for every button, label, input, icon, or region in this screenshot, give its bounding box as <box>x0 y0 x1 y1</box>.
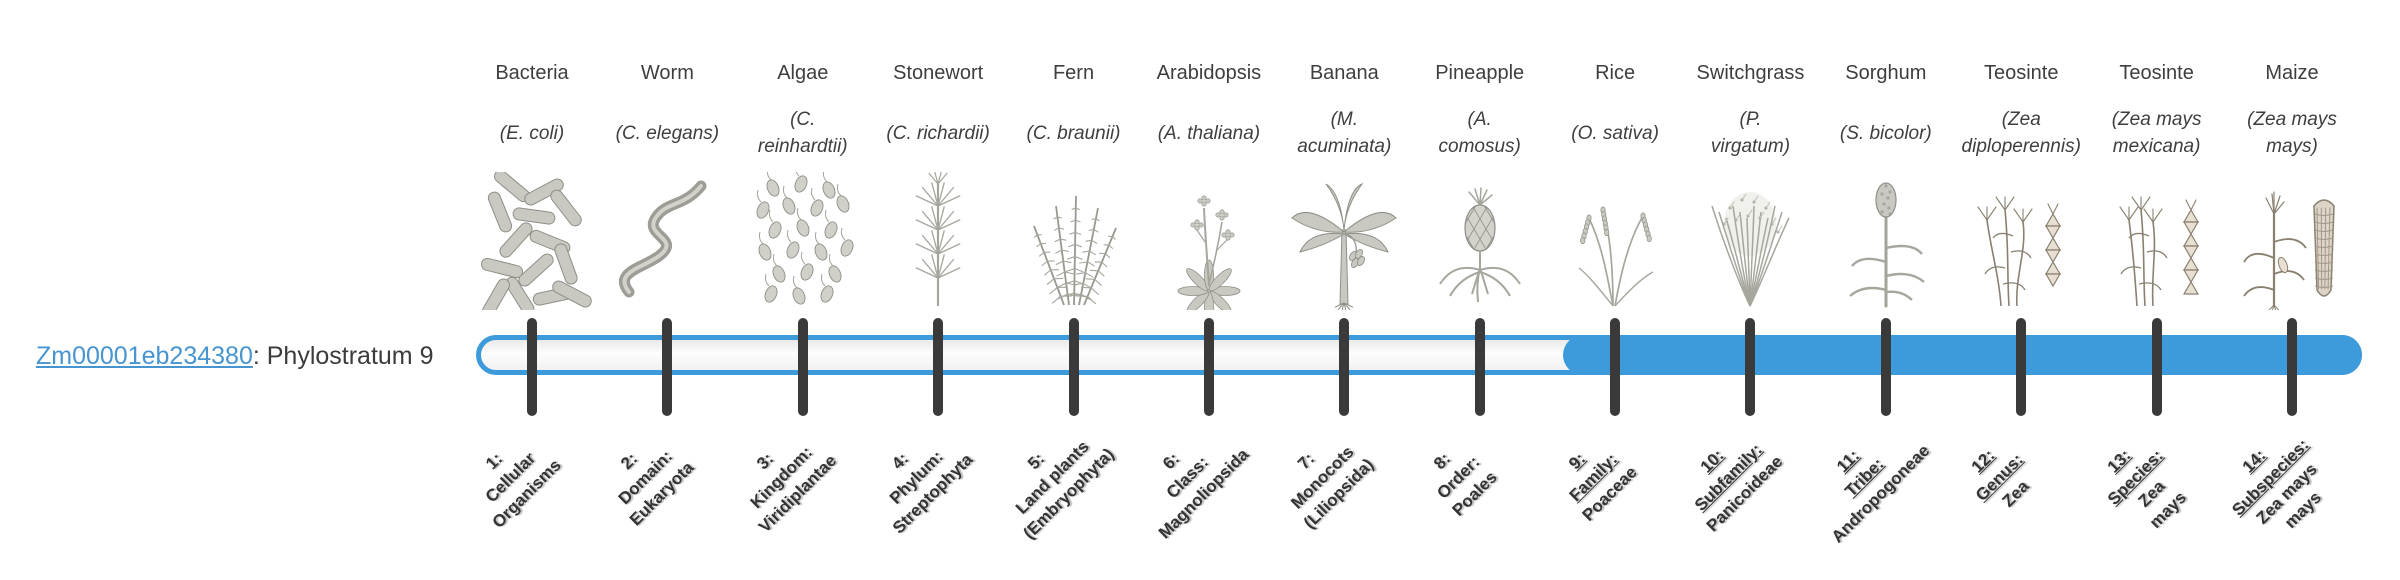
organism-scientific-name: (C. braunii) <box>1026 122 1121 144</box>
worm-icon <box>592 170 742 310</box>
stratum-label: 8: Order: Poales <box>1429 449 1501 520</box>
stratum-tick <box>797 318 808 416</box>
organism-scientific-name: (C. elegans) <box>615 122 720 144</box>
organism-name: Maize <box>2265 62 2319 84</box>
organism-column: Algae (C. reinhardtii) 3: Kingdom: Viridip… <box>728 0 878 580</box>
stratum-tick <box>1880 318 1891 416</box>
stratum-label: 4: Phylum: Streptophyta <box>886 447 977 538</box>
stratum-label: 3: Kingdom: Viridiplantae <box>746 442 841 537</box>
stratum-label: 6: Class: Magnoliopsida <box>1154 444 1253 543</box>
organism-scientific-name: (C. richardii) <box>886 122 990 144</box>
organism-scientific-name: (Zea diploperennis) <box>1961 109 2081 157</box>
stratum-label[interactable]: 9: Family: Poaceae <box>1565 449 1641 525</box>
organism-scientific-name: (A. comosus) <box>1438 109 1521 157</box>
organism-name: Pineapple <box>1435 62 1525 84</box>
organism-column: Rice (O. sativa) 9: Family: Poaceae <box>1540 0 1690 580</box>
stratum-label[interactable]: 10: Subfamily: Panicoideae <box>1691 439 1787 536</box>
organism-name: Stonewort <box>893 62 984 84</box>
organism-scientific-name: (E. coli) <box>499 122 565 144</box>
organism-name: Sorghum <box>1845 62 1927 84</box>
stratum-label[interactable]: 13: Species: Zea mays <box>2103 445 2190 533</box>
organism-column: Sorghum (S. bicolor) 11: Tribe: Andropogon… <box>1811 0 1961 580</box>
stratum-label: 5: Land plants (Embryophyta) <box>1011 436 1118 543</box>
bacteria-icon <box>457 170 607 310</box>
organism-name: Teosinte <box>2119 62 2194 84</box>
maize-icon <box>2217 170 2367 310</box>
organism-name: Fern <box>1052 62 1095 84</box>
stratum-tick <box>2151 318 2162 416</box>
organism-name: Bacteria <box>495 62 569 84</box>
stratum-tick <box>1068 318 1079 416</box>
stonewort-icon <box>863 170 1013 310</box>
organism-column: Pineapple (A. comosus) 8: Order: Poales <box>1405 0 1555 580</box>
stratum-label[interactable]: 11: Tribe: Andropogoneae <box>1827 440 1934 547</box>
stratum-tick <box>933 318 944 416</box>
switchgrass-icon <box>1675 170 1825 310</box>
organism-column: Maize (Zea mays mays) 14: Subspecies: Zea … <box>2217 0 2367 580</box>
organism-scientific-name: (S. bicolor) <box>1839 122 1932 144</box>
fern-icon <box>999 170 1149 310</box>
organism-scientific-name: (C. reinhardtii) <box>757 109 848 157</box>
pineapple-icon <box>1405 170 1555 310</box>
teosinte-diploperennis-icon <box>1946 170 2096 310</box>
organism-name: Worm <box>640 62 694 84</box>
organism-name: Arabidopsis <box>1156 62 1262 84</box>
stratum-label[interactable]: 12: Genus: Zea <box>1967 445 2033 511</box>
organism-name: Algae <box>777 62 829 84</box>
arabidopsis-icon <box>1134 170 1284 310</box>
organism-column: Stonewort (C. richardii) 4: Phylum: Strept… <box>863 0 1013 580</box>
organism-column: Teosinte (Zea mays mexicana) 13: Species:… <box>2082 0 2232 580</box>
algae-icon <box>728 170 878 310</box>
stratum-tick <box>662 318 673 416</box>
stratum-tick <box>1745 318 1756 416</box>
stratum-tick <box>2016 318 2027 416</box>
organism-column: Bacteria (E. coli) 1: Cellular Organisms <box>457 0 607 580</box>
organism-column: Fern (C. braunii) 5: Land plants (Embryoph… <box>999 0 1149 580</box>
organism-column: Switchgrass (P. virgatum) 10: Subfamily: P… <box>1675 0 1825 580</box>
organism-scientific-name: (P. virgatum) <box>1710 109 1791 157</box>
sorghum-icon <box>1811 170 1961 310</box>
rice-icon <box>1540 170 1690 310</box>
organism-scientific-name: (M. acuminata) <box>1297 109 1392 157</box>
banana-icon <box>1269 170 1419 310</box>
organism-name: Banana <box>1309 62 1379 84</box>
stratum-label: 7: Monocots (Liliopsida) <box>1287 442 1378 533</box>
organism-column: Banana (M. acuminata) 7: Monocots (Liliops… <box>1269 0 1419 580</box>
stratum-tick <box>1474 318 1485 416</box>
organism-name: Switchgrass <box>1696 62 1805 84</box>
stratum-tick <box>1610 318 1621 416</box>
stratum-label: 2: Domain: Eukaryota <box>614 446 698 530</box>
organism-scientific-name: (A. thaliana) <box>1157 122 1261 144</box>
organism-scientific-name: (O. sativa) <box>1571 122 1659 144</box>
phylostratum-label: : Phylostratum 9 <box>252 342 434 370</box>
stratum-tick <box>1339 318 1350 416</box>
stratum-label: 1: Cellular Organisms <box>481 448 565 532</box>
stratum-tick <box>1203 318 1214 416</box>
organism-name: Rice <box>1595 62 1636 84</box>
organism-column: Teosinte (Zea diploperennis) 12: Genus: Ze… <box>1946 0 2096 580</box>
timeline-fill <box>1563 335 2362 375</box>
organism-scientific-name: (Zea mays mays) <box>2247 109 2337 157</box>
organism-column: Arabidopsis (A. thaliana) 6: Class: Magnol… <box>1134 0 1284 580</box>
gene-id-link[interactable]: Zm00001eb234380 <box>36 342 253 370</box>
gene-label: Zm00001eb234380: Phylostratum 9 <box>36 336 434 376</box>
stratum-tick <box>2287 318 2297 416</box>
stratum-label[interactable]: 14: Subspecies: Zea mays mays <box>2228 435 2325 533</box>
teosinte-mexicana-icon <box>2082 170 2232 310</box>
organism-name: Teosinte <box>1983 62 2059 84</box>
organism-column: Worm (C. elegans) 2: Domain: Eukaryota <box>592 0 742 580</box>
organism-scientific-name: (Zea mays mexicana) <box>2111 109 2202 157</box>
stratum-tick <box>527 318 537 416</box>
